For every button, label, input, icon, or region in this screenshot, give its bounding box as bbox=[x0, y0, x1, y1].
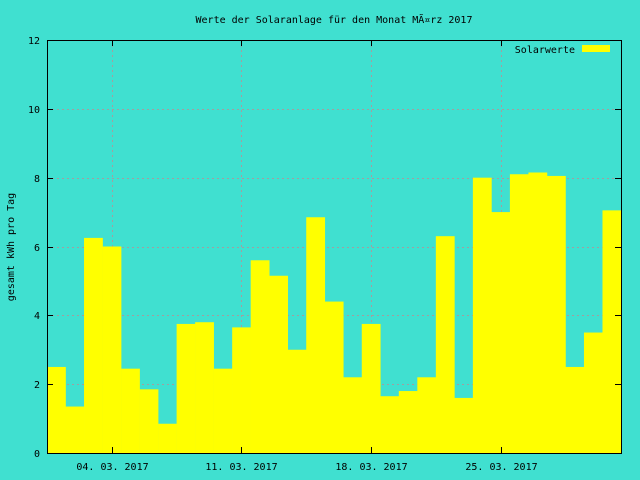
bar-02.03.2017 bbox=[65, 406, 85, 453]
bar-15.03.2017 bbox=[306, 217, 326, 453]
y-tick-label: 12 bbox=[28, 36, 40, 47]
x-tick-label: 04. 03. 2017 bbox=[76, 462, 148, 473]
bar-16.03.2017 bbox=[324, 301, 344, 453]
x-tick-label: 25. 03. 2017 bbox=[465, 462, 537, 473]
bar-10.03.2017 bbox=[213, 368, 233, 453]
bar-06.03.2017 bbox=[139, 389, 159, 453]
bar-13.03.2017 bbox=[269, 275, 289, 453]
bar-14.03.2017 bbox=[287, 349, 307, 453]
bar-01.03.2017 bbox=[47, 366, 66, 453]
y-tick-label: 6 bbox=[34, 243, 40, 254]
bar-27.03.2017 bbox=[528, 172, 548, 453]
chart-title: Werte der Solaranlage für den Monat MÃ¤r… bbox=[196, 13, 473, 26]
y-tick-label: 0 bbox=[34, 449, 40, 460]
bar-12.03.2017 bbox=[250, 260, 270, 453]
bar-31.03.2017 bbox=[602, 210, 622, 453]
legend: Solarwerte bbox=[515, 45, 610, 56]
bar-20.03.2017 bbox=[398, 391, 418, 453]
bar-29.03.2017 bbox=[565, 366, 585, 453]
bar-19.03.2017 bbox=[380, 396, 400, 453]
bar-26.03.2017 bbox=[509, 174, 529, 454]
legend-swatch bbox=[582, 45, 610, 52]
bar-05.03.2017 bbox=[121, 368, 140, 453]
legend-label: Solarwerte bbox=[515, 45, 575, 56]
bar-21.03.2017 bbox=[417, 377, 437, 453]
bar-25.03.2017 bbox=[491, 212, 511, 453]
bar-17.03.2017 bbox=[343, 377, 363, 453]
x-tick-label: 11. 03. 2017 bbox=[205, 462, 277, 473]
bar-18.03.2017 bbox=[361, 323, 381, 453]
bar-11.03.2017 bbox=[232, 327, 251, 453]
y-tick-label: 4 bbox=[34, 311, 40, 322]
y-tick-label: 10 bbox=[28, 105, 40, 116]
y-tick-label: 8 bbox=[34, 174, 40, 185]
bar-22.03.2017 bbox=[435, 236, 455, 453]
y-tick-label: 2 bbox=[34, 380, 40, 391]
bar-28.03.2017 bbox=[546, 175, 566, 453]
bar-04.03.2017 bbox=[102, 246, 122, 453]
bar-30.03.2017 bbox=[583, 332, 603, 453]
bar-24.03.2017 bbox=[472, 177, 492, 454]
bar-23.03.2017 bbox=[454, 397, 474, 453]
y-axis-ticks: 0 2 4 6 8 10 12 bbox=[28, 36, 621, 460]
x-axis-ticks: 04. 03. 2017 11. 03. 2017 18. 03. 2017 25. … bbox=[76, 40, 538, 473]
bar-09.03.2017 bbox=[195, 322, 214, 453]
y-axis-label: gesamt kWh pro Tag bbox=[6, 193, 17, 301]
bar-08.03.2017 bbox=[176, 323, 196, 453]
x-tick-label: 18. 03. 2017 bbox=[335, 462, 407, 473]
bar-03.03.2017 bbox=[84, 237, 103, 453]
bar-07.03.2017 bbox=[158, 423, 177, 453]
bars-group bbox=[47, 172, 622, 454]
